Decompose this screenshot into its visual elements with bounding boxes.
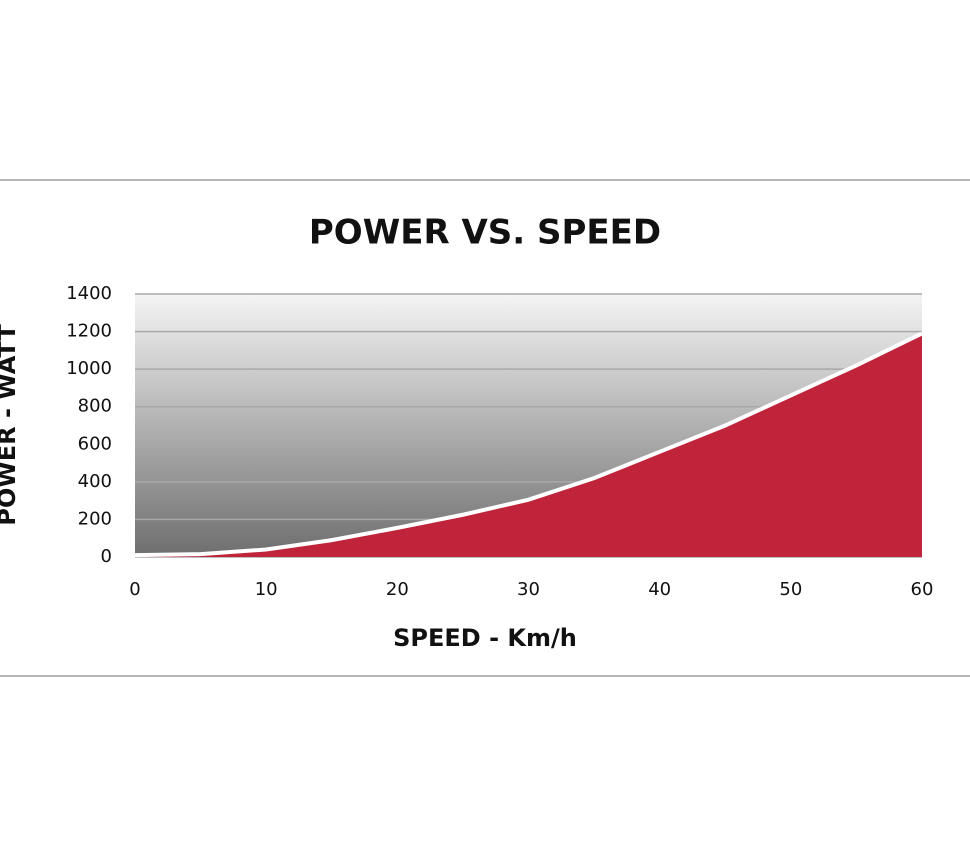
area-edge [134, 331, 923, 558]
y-tick-label: 1400 [66, 283, 112, 304]
area [135, 333, 922, 557]
x-tick-label: 50 [779, 579, 802, 600]
y-tick-label: 400 [78, 471, 112, 492]
chart-title: POWER VS. SPEED [309, 213, 661, 253]
y-tick-label: 1200 [66, 321, 112, 342]
y-tick-label: 800 [78, 396, 112, 417]
x-tick-label: 20 [386, 579, 409, 600]
y-tick-label: 600 [78, 433, 112, 454]
tick-labels: 0 200 400 600 800 1000 1200 1400 0 10 20 30 40 50 60 [66, 283, 933, 600]
y-tick-label: 0 [101, 546, 112, 567]
x-tick-label: 60 [911, 579, 934, 600]
marks [134, 331, 923, 558]
y-tick-label: 200 [78, 508, 112, 529]
x-tick-label: 0 [129, 579, 140, 600]
x-axis-label: SPEED - Km/h [393, 624, 577, 652]
x-tick-label: 10 [255, 579, 278, 600]
x-tick-label: 40 [648, 579, 671, 600]
y-axis-label: POWER - WATT [0, 324, 21, 526]
y-tick-label: 1000 [66, 358, 112, 379]
x-tick-label: 30 [517, 579, 540, 600]
